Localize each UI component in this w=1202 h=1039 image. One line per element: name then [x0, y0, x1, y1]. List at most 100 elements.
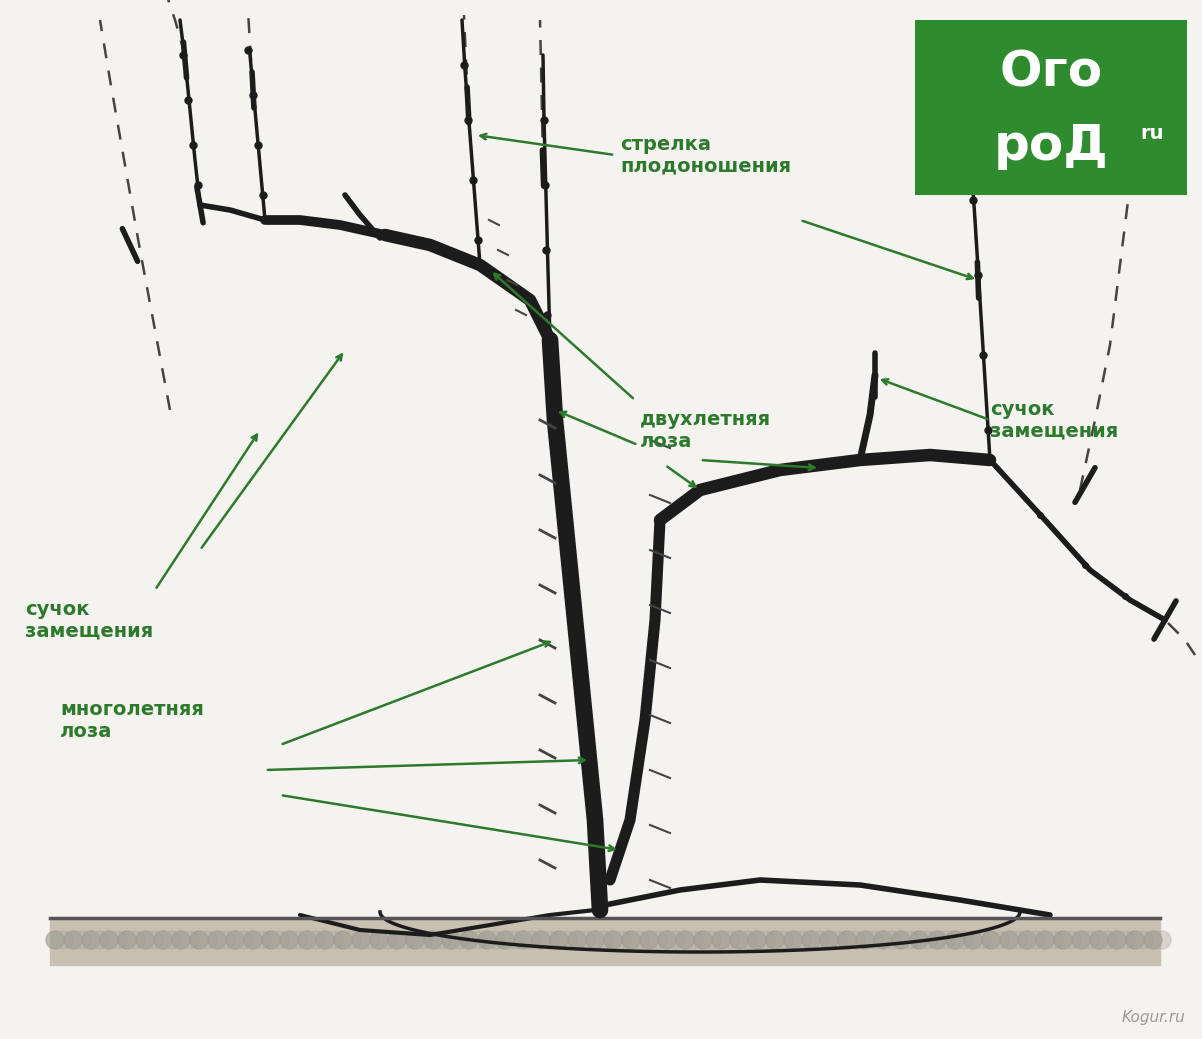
Circle shape: [667, 931, 685, 949]
Circle shape: [343, 931, 361, 949]
Circle shape: [676, 931, 694, 949]
Circle shape: [1008, 931, 1027, 949]
Circle shape: [415, 931, 433, 949]
Circle shape: [1135, 931, 1153, 949]
Circle shape: [451, 931, 469, 949]
Circle shape: [577, 931, 595, 949]
Circle shape: [559, 931, 577, 949]
Text: Ого: Ого: [999, 49, 1102, 97]
Circle shape: [657, 931, 676, 949]
Circle shape: [694, 931, 712, 949]
Circle shape: [1081, 931, 1099, 949]
Circle shape: [218, 931, 236, 949]
Circle shape: [316, 931, 334, 949]
Circle shape: [244, 931, 262, 949]
Circle shape: [920, 931, 938, 949]
Circle shape: [514, 931, 532, 949]
Text: многолетняя
лоза: многолетняя лоза: [60, 699, 204, 741]
Circle shape: [1027, 931, 1045, 949]
Circle shape: [569, 931, 587, 949]
Circle shape: [109, 931, 127, 949]
Circle shape: [262, 931, 280, 949]
Circle shape: [55, 931, 73, 949]
Circle shape: [325, 931, 343, 949]
Circle shape: [388, 931, 406, 949]
Circle shape: [865, 931, 883, 949]
Circle shape: [280, 931, 298, 949]
Circle shape: [236, 931, 252, 949]
Circle shape: [856, 931, 874, 949]
Text: роД: роД: [994, 122, 1108, 170]
Circle shape: [748, 931, 766, 949]
Circle shape: [685, 931, 703, 949]
Circle shape: [424, 931, 442, 949]
Circle shape: [352, 931, 370, 949]
Circle shape: [172, 931, 190, 949]
Circle shape: [460, 931, 478, 949]
Circle shape: [721, 931, 739, 949]
Bar: [915, 20, 1188, 195]
Circle shape: [551, 931, 569, 949]
Circle shape: [1126, 931, 1144, 949]
Circle shape: [1018, 931, 1036, 949]
Circle shape: [757, 931, 775, 949]
Circle shape: [127, 931, 145, 949]
Circle shape: [956, 931, 972, 949]
Circle shape: [442, 931, 460, 949]
Circle shape: [739, 931, 757, 949]
Circle shape: [784, 931, 802, 949]
Circle shape: [766, 931, 784, 949]
Circle shape: [496, 931, 514, 949]
Circle shape: [1072, 931, 1090, 949]
Circle shape: [603, 931, 621, 949]
Circle shape: [118, 931, 136, 949]
Circle shape: [649, 931, 667, 949]
Circle shape: [487, 931, 505, 949]
Circle shape: [874, 931, 892, 949]
Circle shape: [469, 931, 487, 949]
Circle shape: [505, 931, 523, 949]
Circle shape: [288, 931, 307, 949]
Circle shape: [1090, 931, 1108, 949]
Circle shape: [613, 931, 631, 949]
Circle shape: [820, 931, 838, 949]
Circle shape: [190, 931, 208, 949]
Circle shape: [379, 931, 397, 949]
Circle shape: [621, 931, 639, 949]
Circle shape: [252, 931, 270, 949]
Circle shape: [1099, 931, 1117, 949]
Circle shape: [91, 931, 109, 949]
Circle shape: [361, 931, 379, 949]
Circle shape: [883, 931, 902, 949]
Circle shape: [136, 931, 154, 949]
Circle shape: [154, 931, 172, 949]
Circle shape: [1153, 931, 1171, 949]
Circle shape: [802, 931, 820, 949]
Circle shape: [631, 931, 649, 949]
Circle shape: [182, 931, 200, 949]
Circle shape: [1144, 931, 1162, 949]
Circle shape: [587, 931, 603, 949]
Circle shape: [1054, 931, 1072, 949]
Circle shape: [1000, 931, 1018, 949]
Circle shape: [972, 931, 990, 949]
Circle shape: [892, 931, 910, 949]
Circle shape: [145, 931, 163, 949]
Circle shape: [712, 931, 730, 949]
Circle shape: [46, 931, 64, 949]
Circle shape: [946, 931, 964, 949]
Circle shape: [1117, 931, 1135, 949]
Circle shape: [1036, 931, 1054, 949]
Circle shape: [811, 931, 829, 949]
Circle shape: [478, 931, 496, 949]
Text: сучок
замещения: сучок замещения: [25, 600, 153, 640]
Circle shape: [1063, 931, 1081, 949]
Circle shape: [730, 931, 748, 949]
Circle shape: [990, 931, 1008, 949]
Circle shape: [938, 931, 956, 949]
Circle shape: [370, 931, 388, 949]
Circle shape: [829, 931, 847, 949]
Text: сучок
замещения: сучок замещения: [990, 400, 1118, 441]
Circle shape: [270, 931, 288, 949]
Circle shape: [1045, 931, 1063, 949]
